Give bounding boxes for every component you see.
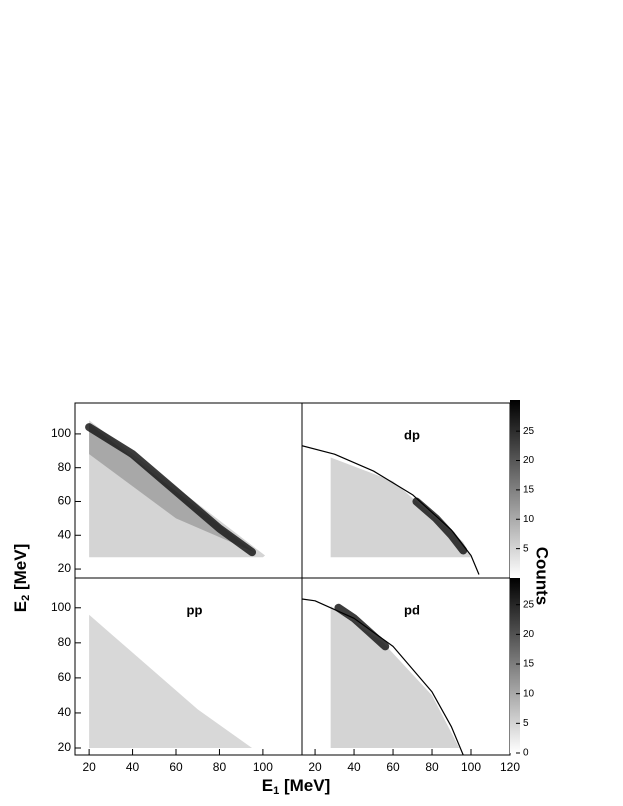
x-tick-label: 80 xyxy=(425,760,439,774)
y-tick-label: 40 xyxy=(58,527,72,541)
z-tick-label: 25 xyxy=(523,426,535,437)
title-main: E xyxy=(11,601,30,612)
kinematic-curve xyxy=(302,598,464,755)
title-unit: [MeV] xyxy=(11,544,30,595)
z-tick-label: 15 xyxy=(523,659,535,670)
z-tick-label: 20 xyxy=(523,629,535,640)
z-tick-label: 10 xyxy=(523,514,535,525)
y-tick-label: 20 xyxy=(58,561,72,575)
density-region xyxy=(89,614,253,748)
y-tick-label: 80 xyxy=(58,635,72,649)
y-tick-label: 20 xyxy=(58,740,72,754)
panel-label: pd xyxy=(404,602,420,617)
x-tick-label: 120 xyxy=(500,760,520,774)
z-tick-label: 5 xyxy=(523,718,529,729)
x-tick-label: 100 xyxy=(461,760,481,774)
x-tick-label: 40 xyxy=(126,760,140,774)
colorbar xyxy=(510,578,520,753)
z-tick-label: 10 xyxy=(523,688,535,699)
x-tick-label: 20 xyxy=(308,760,322,774)
y-tick-label: 100 xyxy=(51,426,71,440)
title-sub: 1 xyxy=(273,785,279,797)
density-region xyxy=(330,457,472,558)
z-tick-label: 0 xyxy=(523,748,529,759)
y-tick-label: 80 xyxy=(58,460,72,474)
z-tick-label: 15 xyxy=(523,485,535,496)
colorbar xyxy=(510,400,520,578)
panel-label: pp xyxy=(187,602,203,617)
y-tick-label: 60 xyxy=(58,670,72,684)
z-tick-label: 25 xyxy=(523,599,535,610)
y-tick-label: 100 xyxy=(51,600,71,614)
ylabel-title: E2 [MeV] xyxy=(11,544,31,612)
title-sub: 2 xyxy=(20,595,32,601)
density-ridge xyxy=(85,423,257,557)
x-tick-label: 100 xyxy=(253,760,273,774)
title-main: E xyxy=(262,776,273,795)
x-tick-label: 80 xyxy=(213,760,227,774)
title-unit: [MeV] xyxy=(279,776,330,795)
kinematic-curve xyxy=(302,445,480,575)
x-tick-label: 60 xyxy=(386,760,400,774)
density-region xyxy=(330,606,460,748)
density-ridge xyxy=(334,603,390,651)
density-ridge xyxy=(412,497,468,555)
x-tick-label: 20 xyxy=(82,760,96,774)
x-tick-label: 60 xyxy=(169,760,183,774)
z-tick-label: 20 xyxy=(523,455,535,466)
panel-label: dp xyxy=(404,427,420,442)
colorbar-title: Counts xyxy=(533,547,552,606)
x-tick-label: 40 xyxy=(347,760,361,774)
z-tick-label: 5 xyxy=(523,543,529,554)
xlabel-title: E1 [MeV] xyxy=(262,776,330,796)
y-tick-label: 60 xyxy=(58,494,72,508)
y-tick-label: 40 xyxy=(58,705,72,719)
